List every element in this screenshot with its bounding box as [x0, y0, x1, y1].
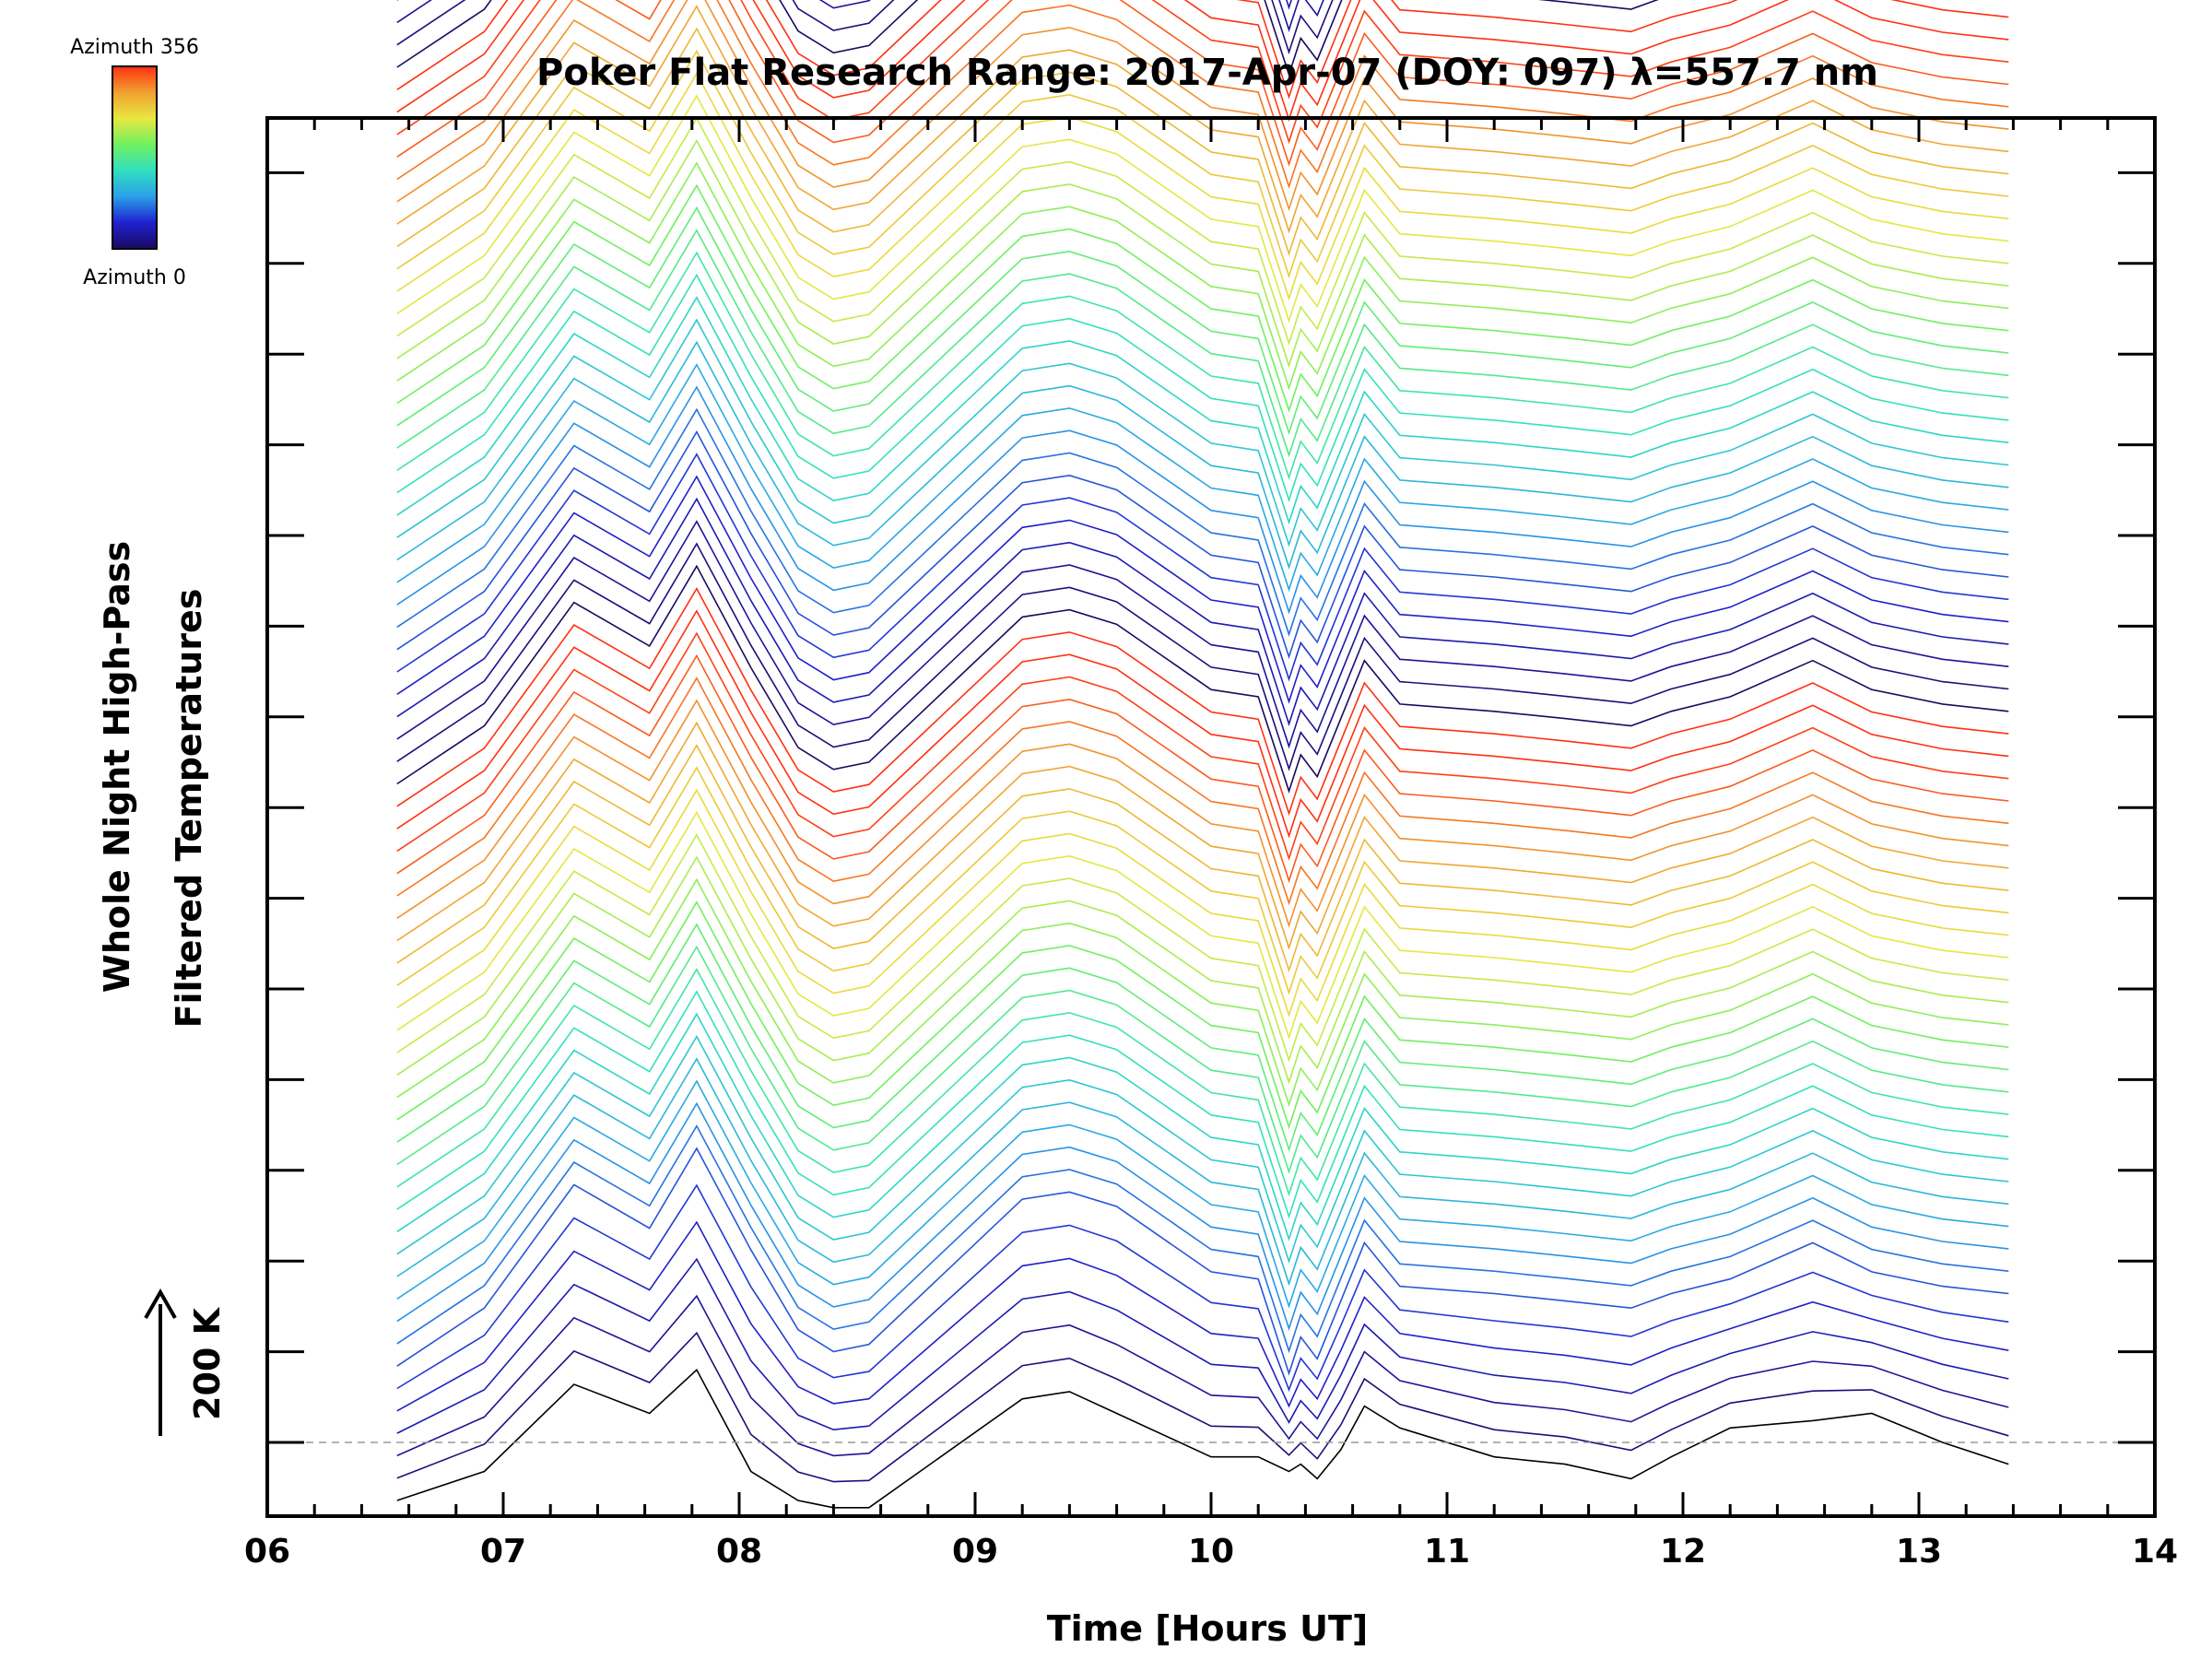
temperature-curve	[396, 475, 2009, 704]
x-tick-label: 14	[2132, 1533, 2178, 1571]
temperature-curve	[396, 251, 2009, 480]
temperature-curve	[396, 855, 2009, 1085]
temperature-curve	[396, 318, 2009, 547]
temperature-curve	[396, 744, 2009, 973]
temperature-curve	[396, 945, 2009, 1174]
y-axis-ticks	[267, 171, 2155, 1444]
temperature-curve	[396, 810, 2009, 1041]
temperature-curve	[396, 0, 2009, 189]
temperature-curve	[396, 1369, 2009, 1509]
temperature-curve	[396, 0, 2009, 145]
temperature-curve	[396, 609, 2009, 839]
y-axis-label-line2: Filtered Temperatures	[169, 589, 209, 1029]
x-tick-label: 10	[1188, 1533, 1234, 1571]
temperature-curves	[396, 0, 2009, 1509]
temperature-curve	[396, 653, 2009, 884]
temperature-curve	[396, 1012, 2009, 1241]
temperature-curve	[396, 968, 2009, 1197]
temperature-curve	[396, 677, 2009, 906]
temperature-curve	[396, 699, 2009, 928]
temperature-curve	[396, 429, 2009, 660]
temperature-curve	[396, 1183, 2009, 1393]
colorbar: Azimuth 356 Azimuth 0	[70, 36, 199, 289]
temperature-curve	[396, 1057, 2009, 1287]
colorbar-bottom-label: Azimuth 0	[83, 266, 186, 289]
colorbar-gradient	[112, 65, 158, 250]
temperature-curve	[396, 229, 2009, 458]
temperature-curve	[396, 363, 2009, 593]
x-axis-ticks	[265, 118, 2157, 1516]
temperature-curve	[396, 1147, 2009, 1376]
temperature-curve	[396, 520, 2009, 749]
temperature-curve	[396, 340, 2009, 570]
temperature-curve	[396, 766, 2009, 995]
temperature-curve	[396, 990, 2009, 1219]
temperature-curve	[396, 183, 2009, 413]
x-axis-tick-labels: 06 07 08 09 10 11 12 13 14	[244, 1533, 2178, 1571]
temperature-curve	[396, 1220, 2009, 1412]
temperature-curve	[396, 586, 2009, 817]
temperature-curve	[396, 0, 1324, 32]
x-axis-label: Time [Hours UT]	[1047, 1608, 1369, 1649]
temperature-curve	[396, 1294, 2009, 1457]
temperature-curve	[396, 631, 2009, 861]
temperature-curve	[396, 385, 2009, 615]
temperature-curve	[396, 5, 2009, 234]
temperature-curve	[396, 94, 2009, 324]
temperature-curve	[396, 1124, 2009, 1354]
temperature-curve	[396, 1034, 2009, 1265]
temperature-curve	[396, 788, 2009, 1018]
temperature-curve	[396, 0, 1334, 55]
temperature-curve	[396, 0, 2009, 212]
temperature-curve	[396, 0, 2009, 167]
temperature-curve	[396, 116, 2009, 346]
temperature-curve	[396, 72, 2009, 301]
temperature-curve	[396, 497, 2009, 727]
temperature-curve	[396, 1079, 2009, 1309]
colorbar-top-label: Azimuth 356	[70, 36, 199, 59]
temperature-curve	[396, 564, 2009, 794]
x-tick-label: 08	[716, 1533, 762, 1571]
plot-frame	[265, 116, 2157, 1518]
temperature-curve	[396, 923, 2009, 1152]
temperature-curve	[396, 27, 2009, 256]
temperature-curve	[396, 139, 2009, 369]
temperature-curve	[396, 161, 2009, 391]
x-tick-label: 12	[1660, 1533, 1706, 1571]
x-tick-label: 07	[480, 1533, 526, 1571]
temperature-curve	[396, 296, 2009, 525]
x-tick-label: 09	[952, 1533, 998, 1571]
chart-title: Poker Flat Research Range: 2017-Apr-07 (…	[536, 52, 1878, 94]
temperature-curve	[396, 0, 2009, 100]
temperature-curve	[396, 542, 2009, 771]
temperature-curve	[396, 1101, 2009, 1332]
temperature-curve	[396, 0, 1292, 10]
temperature-curve	[396, 0, 1659, 77]
x-tick-label: 06	[244, 1533, 290, 1571]
scale-indicator: 200 K	[144, 1288, 228, 1436]
temperature-curve	[396, 900, 2009, 1130]
scale-label: 200 K	[187, 1306, 228, 1420]
temperature-curve	[396, 407, 2009, 637]
temperature-curve	[396, 206, 2009, 436]
temperature-curve	[396, 453, 2009, 682]
y-axis-label-line1: Whole Night High-Pass	[97, 541, 137, 993]
temperature-curve	[396, 877, 2009, 1108]
temperature-curve	[396, 833, 2009, 1063]
temperature-curve	[396, 721, 2009, 950]
temperature-curve	[396, 273, 2009, 503]
x-tick-label: 11	[1424, 1533, 1470, 1571]
temperature-curve	[396, 1257, 2009, 1434]
x-tick-label: 13	[1896, 1533, 1942, 1571]
temperature-curve	[396, 1331, 2009, 1483]
